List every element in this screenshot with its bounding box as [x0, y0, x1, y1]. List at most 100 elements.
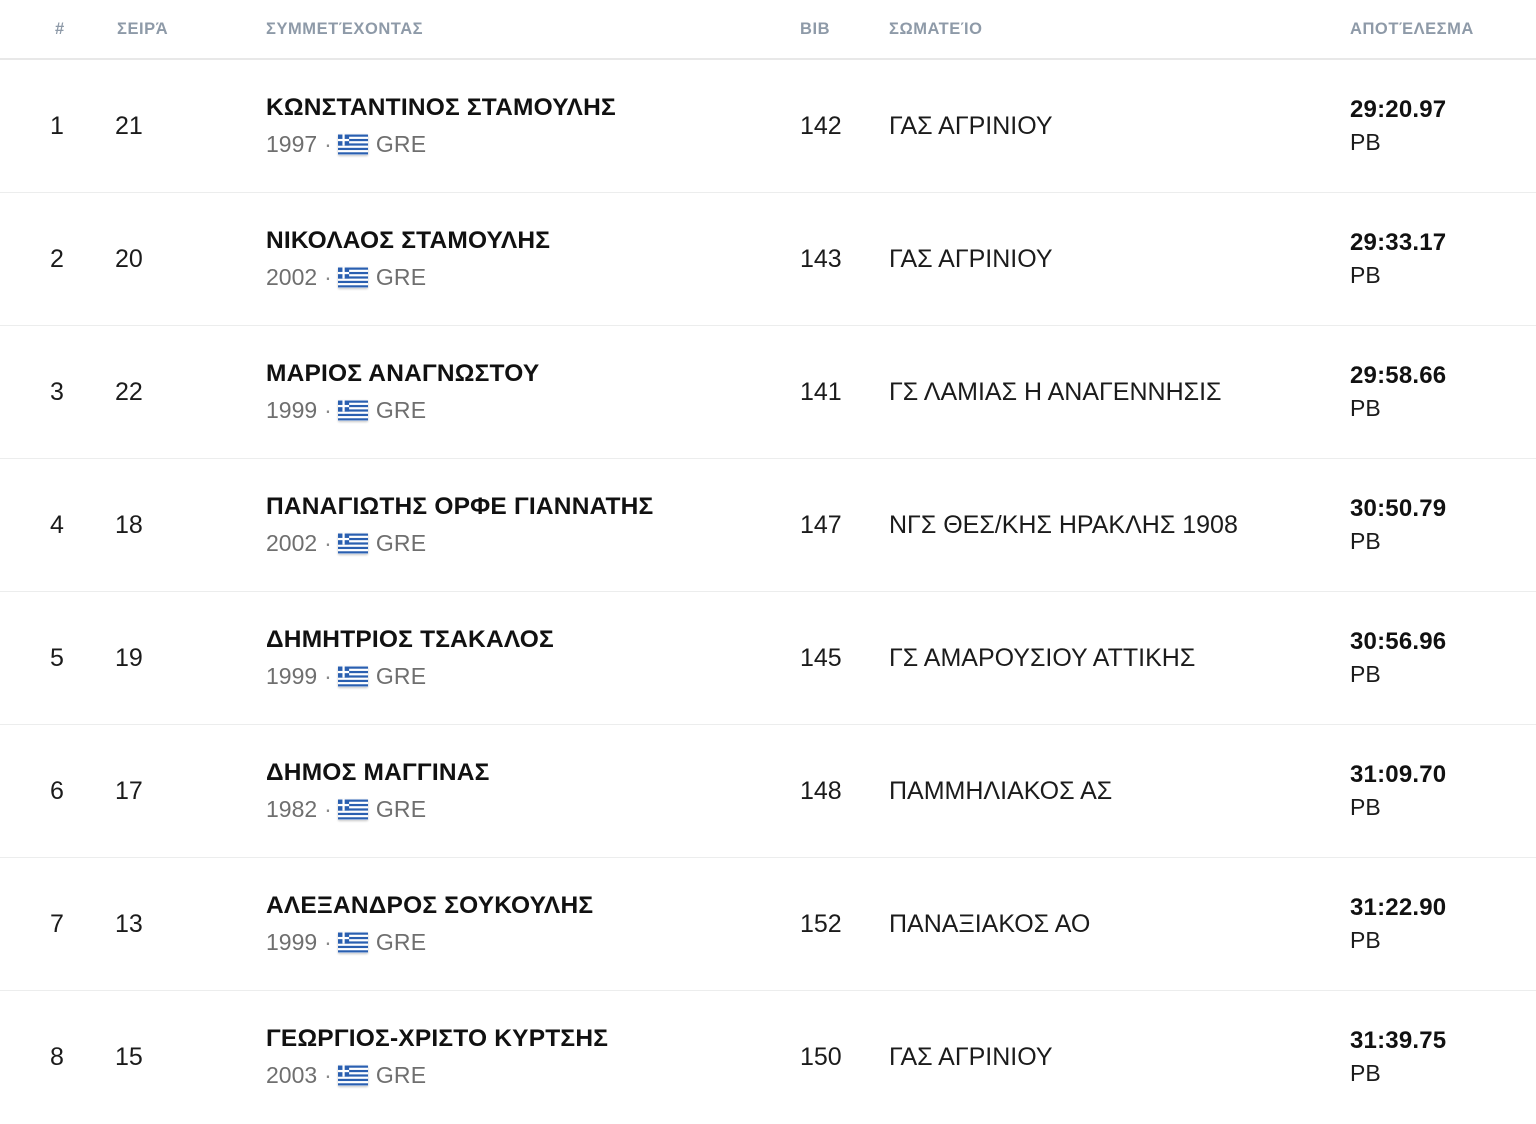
club-name: ΓΑΣ ΑΓΡΙΝΙΟΥ: [889, 111, 1053, 140]
column-header-result-label: ΑΠΟΤΈΛΕΣΜΑ: [1350, 19, 1474, 38]
cell-rank: 1: [0, 59, 110, 193]
athlete-name[interactable]: ΓΕΩΡΓΙΟΣ-ΧΡΙΣΤΟ ΚΥΡΤΣΗΣ: [266, 1024, 609, 1052]
lane-value: 17: [115, 776, 143, 805]
athlete-name[interactable]: ΔΗΜΗΤΡΙΟΣ ΤΣΑΚΑΛΟΣ: [266, 625, 554, 653]
cell-rank: 8: [0, 991, 110, 1124]
result-time: 29:58.66: [1350, 361, 1447, 389]
table-row[interactable]: 4 18 ΠΑΝΑΓΙΩΤΗΣ ΟΡΦΕ ΓΙΑΝΝΑΤΗΣ 2002 ·: [0, 459, 1536, 592]
column-header-club[interactable]: ΣΩΜΑΤΕΊΟ: [875, 0, 1335, 60]
cell-result: 29:33.17 PB: [1335, 193, 1536, 326]
cell-result: 31:39.75 PB: [1335, 991, 1536, 1124]
column-header-result[interactable]: ΑΠΟΤΈΛΕΣΜΑ: [1335, 0, 1536, 60]
greece-flag-icon: [337, 799, 368, 820]
result-badge: PB: [1350, 794, 1381, 821]
table-row[interactable]: 5 19 ΔΗΜΗΤΡΙΟΣ ΤΣΑΚΑΛΟΣ 1999 ·: [0, 592, 1536, 725]
cell-lane: 18: [110, 459, 248, 592]
rank-value: 1: [50, 111, 64, 140]
cell-athlete: ΠΑΝΑΓΙΩΤΗΣ ΟΡΦΕ ΓΙΑΝΝΑΤΗΣ 2002 ·: [248, 459, 780, 592]
cell-athlete: ΚΩΝΣΤΑΝΤΙΝΟΣ ΣΤΑΜΟΥΛΗΣ 1997 ·: [248, 59, 780, 193]
athlete-birth-year: 2002: [266, 530, 318, 557]
column-header-athlete[interactable]: ΣΥΜΜΕΤΈΧΟΝΤΑΣ: [248, 0, 780, 60]
greece-flag-icon: [337, 666, 368, 687]
club-name: ΠΑΜΜΗΛΙΑΚΟΣ ΑΣ: [889, 776, 1113, 805]
cell-rank: 3: [0, 326, 110, 459]
result-time: 30:56.96: [1350, 627, 1447, 655]
cell-athlete: ΔΗΜΗΤΡΙΟΣ ΤΣΑΚΑΛΟΣ 1999 ·: [248, 592, 780, 725]
cell-club: ΓΑΣ ΑΓΡΙΝΙΟΥ: [875, 991, 1335, 1124]
meta-separator: ·: [324, 663, 332, 690]
cell-bib: 148: [780, 725, 875, 858]
athlete-name[interactable]: ΔΗΜΟΣ ΜΑΓΓΙΝΑΣ: [266, 758, 490, 786]
cell-club: ΓΣ ΛΑΜΙΑΣ Η ΑΝΑΓΕΝΝΗΣΙΣ: [875, 326, 1335, 459]
lane-value: 21: [115, 111, 143, 140]
athlete-name[interactable]: ΑΛΕΞΑΝΔΡΟΣ ΣΟΥΚΟΥΛΗΣ: [266, 891, 594, 919]
cell-rank: 4: [0, 459, 110, 592]
athlete-name[interactable]: ΠΑΝΑΓΙΩΤΗΣ ΟΡΦΕ ΓΙΑΝΝΑΤΗΣ: [266, 492, 654, 520]
bib-value: 141: [800, 377, 842, 406]
meta-separator: ·: [324, 929, 332, 956]
result-badge: PB: [1350, 262, 1381, 289]
athlete-birth-year: 1999: [266, 663, 318, 690]
table-row[interactable]: 1 21 ΚΩΝΣΤΑΝΤΙΝΟΣ ΣΤΑΜΟΥΛΗΣ 1997 ·: [0, 59, 1536, 193]
cell-result: 31:09.70 PB: [1335, 725, 1536, 858]
athlete-name[interactable]: ΚΩΝΣΤΑΝΤΙΝΟΣ ΣΤΑΜΟΥΛΗΣ: [266, 93, 616, 121]
athlete-nationality: GRE: [375, 663, 427, 690]
cell-lane: 15: [110, 991, 248, 1124]
cell-rank: 7: [0, 858, 110, 991]
athlete-meta: 1999 · GRE: [266, 396, 780, 425]
rank-value: 3: [50, 377, 64, 406]
athlete-nationality: GRE: [375, 530, 427, 557]
athlete-birth-year: 1997: [266, 131, 318, 158]
athlete-birth-year: 1999: [266, 397, 318, 424]
table-row[interactable]: 7 13 ΑΛΕΞΑΝΔΡΟΣ ΣΟΥΚΟΥΛΗΣ 1999 ·: [0, 858, 1536, 991]
club-name: ΓΑΣ ΑΓΡΙΝΙΟΥ: [889, 1042, 1053, 1071]
cell-lane: 22: [110, 326, 248, 459]
rank-value: 5: [50, 643, 64, 672]
cell-athlete: ΓΕΩΡΓΙΟΣ-ΧΡΙΣΤΟ ΚΥΡΤΣΗΣ 2003 ·: [248, 991, 780, 1124]
table-row[interactable]: 6 17 ΔΗΜΟΣ ΜΑΓΓΙΝΑΣ 1982 ·: [0, 725, 1536, 858]
greece-flag-icon: [337, 932, 368, 953]
lane-value: 20: [115, 244, 143, 273]
athlete-meta: 1999 · GRE: [266, 662, 780, 691]
cell-rank: 5: [0, 592, 110, 725]
greece-flag-icon: [337, 400, 368, 421]
column-header-bib[interactable]: BIB: [780, 0, 875, 60]
athlete-nationality: GRE: [375, 131, 427, 158]
lane-value: 13: [115, 909, 143, 938]
athlete-birth-year: 2002: [266, 264, 318, 291]
column-header-athlete-label: ΣΥΜΜΕΤΈΧΟΝΤΑΣ: [266, 19, 424, 38]
lane-value: 22: [115, 377, 143, 406]
table-body: 1 21 ΚΩΝΣΤΑΝΤΙΝΟΣ ΣΤΑΜΟΥΛΗΣ 1997 ·: [0, 59, 1536, 1123]
bib-value: 148: [800, 776, 842, 805]
athlete-meta: 2002 · GRE: [266, 263, 780, 292]
cell-rank: 2: [0, 193, 110, 326]
cell-bib: 142: [780, 59, 875, 193]
athlete-name[interactable]: ΝΙΚΟΛΑΟΣ ΣΤΑΜΟΥΛΗΣ: [266, 226, 551, 254]
club-name: ΝΓΣ ΘΕΣ/ΚΗΣ ΗΡΑΚΛΗΣ 1908: [889, 510, 1238, 539]
cell-lane: 21: [110, 59, 248, 193]
cell-lane: 19: [110, 592, 248, 725]
rank-value: 2: [50, 244, 64, 273]
result-time: 31:39.75: [1350, 1026, 1447, 1054]
athlete-nationality: GRE: [375, 397, 427, 424]
athlete-name[interactable]: ΜΑΡΙΟΣ ΑΝΑΓΝΩΣΤΟΥ: [266, 359, 540, 387]
result-time: 30:50.79: [1350, 494, 1447, 522]
cell-club: ΓΑΣ ΑΓΡΙΝΙΟΥ: [875, 59, 1335, 193]
cell-athlete: ΜΑΡΙΟΣ ΑΝΑΓΝΩΣΤΟΥ 1999 ·: [248, 326, 780, 459]
rank-value: 6: [50, 776, 64, 805]
meta-separator: ·: [324, 131, 332, 158]
meta-separator: ·: [324, 264, 332, 291]
cell-club: ΝΓΣ ΘΕΣ/ΚΗΣ ΗΡΑΚΛΗΣ 1908: [875, 459, 1335, 592]
greece-flag-icon: [337, 134, 368, 155]
table-row[interactable]: 2 20 ΝΙΚΟΛΑΟΣ ΣΤΑΜΟΥΛΗΣ 2002 ·: [0, 193, 1536, 326]
bib-value: 143: [800, 244, 842, 273]
cell-athlete: ΔΗΜΟΣ ΜΑΓΓΙΝΑΣ 1982 ·: [248, 725, 780, 858]
cell-lane: 17: [110, 725, 248, 858]
cell-club: ΓΣ ΑΜΑΡΟΥΣΙΟΥ ΑΤΤΙΚΗΣ: [875, 592, 1335, 725]
column-header-lane[interactable]: ΣΕΙΡΆ: [110, 0, 248, 60]
table-row[interactable]: 3 22 ΜΑΡΙΟΣ ΑΝΑΓΝΩΣΤΟΥ 1999 ·: [0, 326, 1536, 459]
club-name: ΓΑΣ ΑΓΡΙΝΙΟΥ: [889, 244, 1053, 273]
column-header-rank[interactable]: #: [0, 0, 110, 60]
table-row[interactable]: 8 15 ΓΕΩΡΓΙΟΣ-ΧΡΙΣΤΟ ΚΥΡΤΣΗΣ 2003 ·: [0, 991, 1536, 1124]
